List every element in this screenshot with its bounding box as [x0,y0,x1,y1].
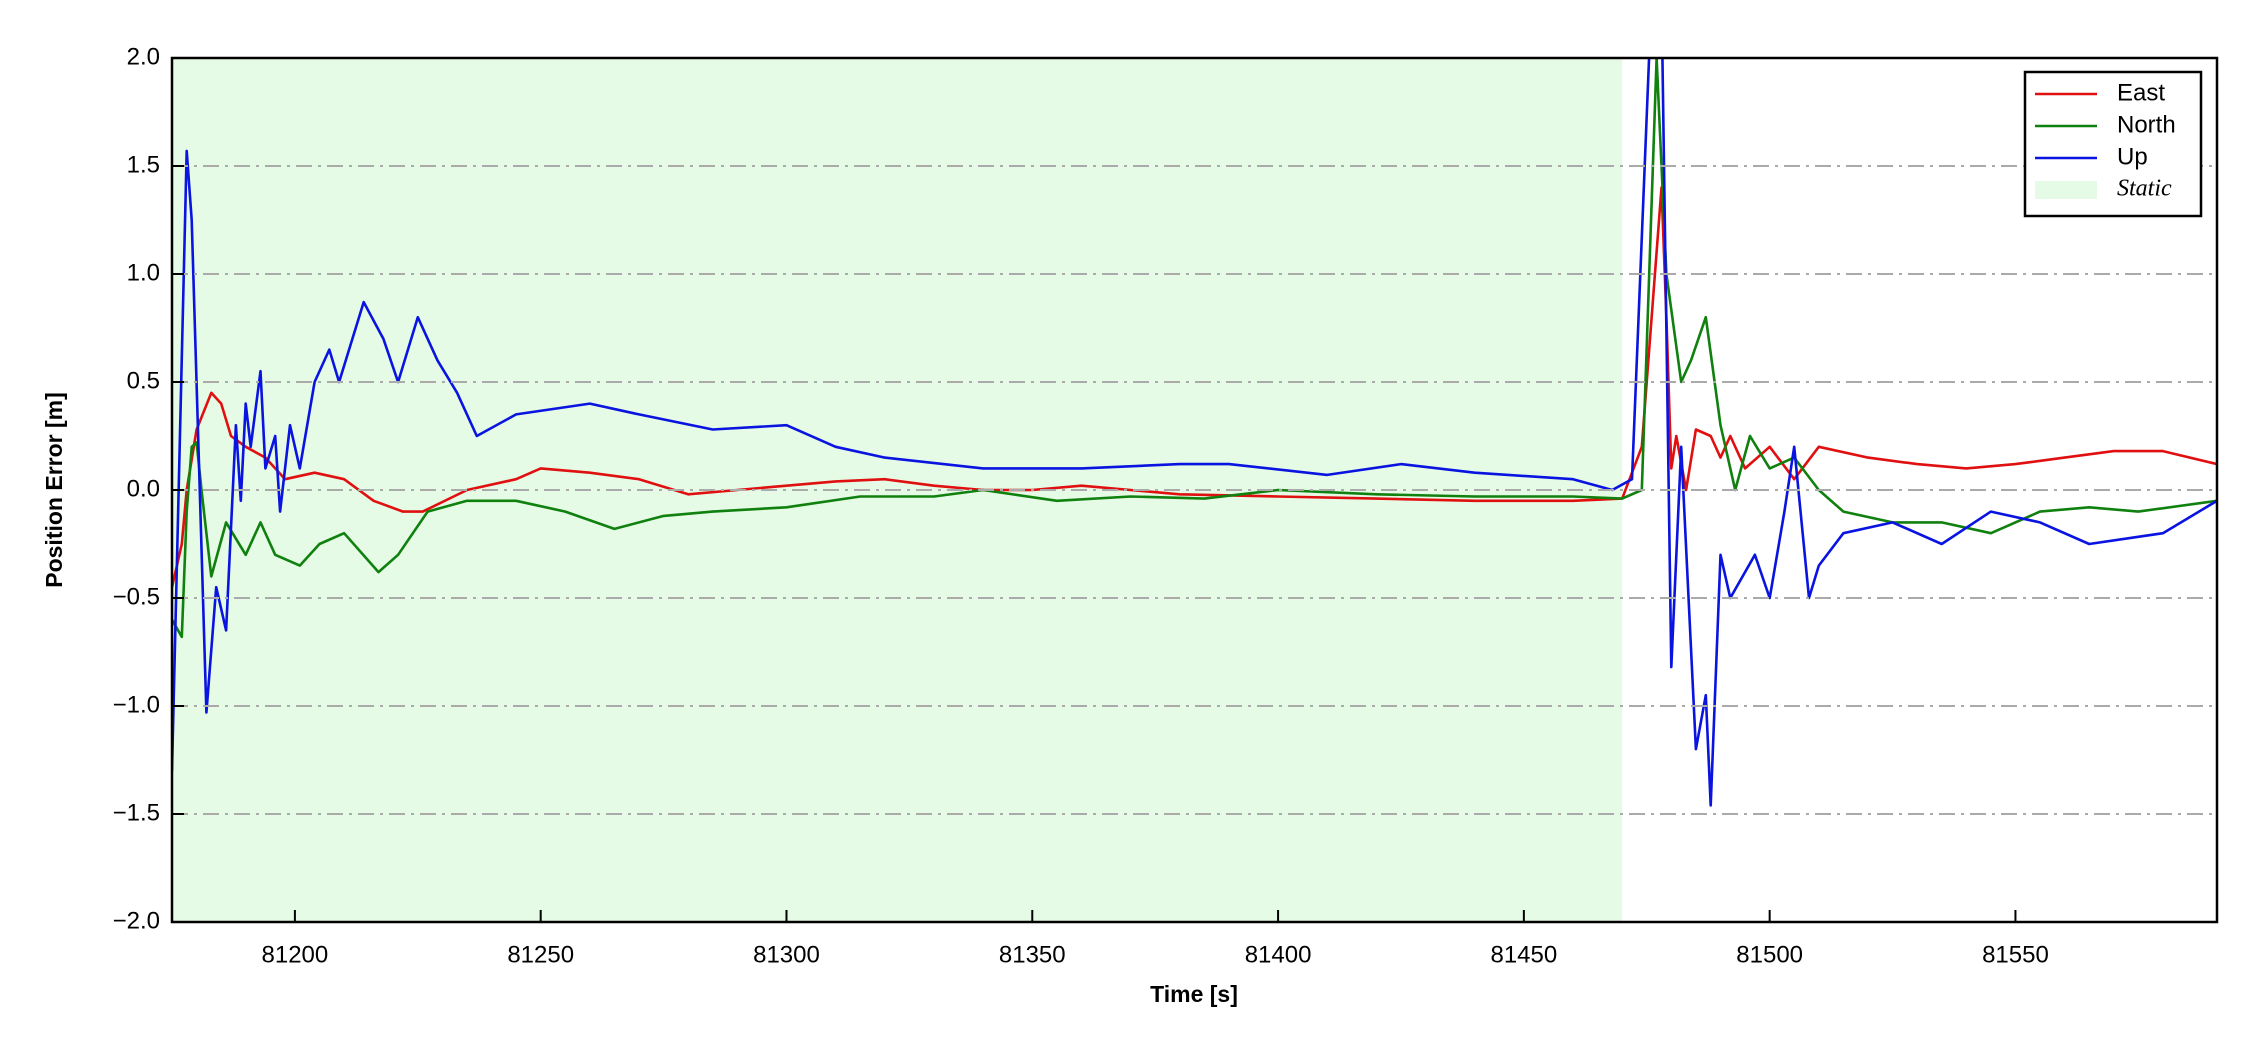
y-tick-label: −1.0 [113,691,160,718]
y-tick-label: 1.0 [127,259,160,286]
y-tick-label: 2.0 [127,43,160,70]
plot-frame [170,56,2219,924]
x-tick-label: 81350 [999,941,1066,968]
y-tick-label: 0.0 [127,475,160,502]
legend-patch [2035,181,2097,199]
legend-label: East [2117,79,2165,106]
legend-label: North [2117,111,2176,138]
x-tick-label: 81250 [507,941,574,968]
x-tick-label: 81300 [753,941,820,968]
x-tick-label: 81450 [1490,941,1557,968]
y-tick-label: −0.5 [113,583,160,610]
legend-label: Static [2117,176,2172,202]
y-tick-label: 1.5 [127,151,160,178]
y-tick-label: 0.5 [127,367,160,394]
y-tick-label: −1.5 [113,799,160,826]
data-line [172,58,2217,807]
x-tick-label: 81400 [1245,941,1312,968]
y-axis-label: Position Error [m] [41,392,67,588]
legend-label: Up [2117,143,2148,170]
plot-area [172,58,2217,922]
x-tick-label: 81500 [1736,941,1803,968]
x-tick-label: 81550 [1982,941,2049,968]
y-tick-label: −2.0 [113,907,160,934]
x-tick-label: 81200 [262,941,329,968]
x-axis-label: Time [s] [1150,981,1238,1007]
